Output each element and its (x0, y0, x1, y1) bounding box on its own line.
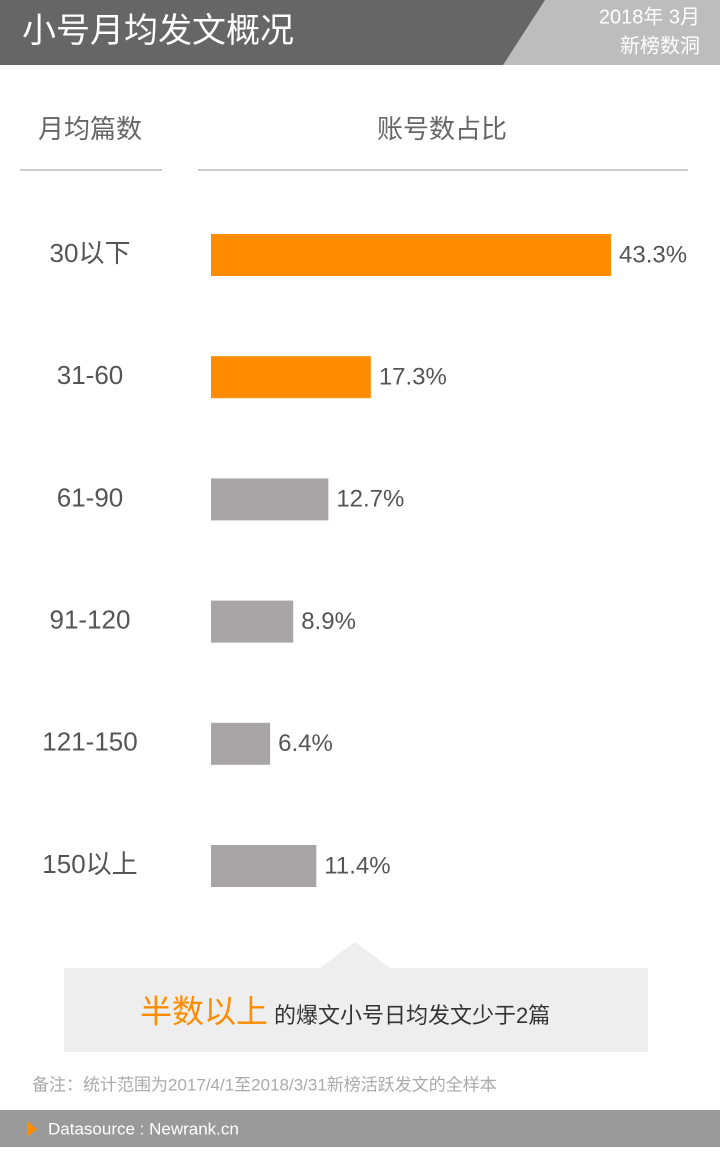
value-header: 账号数占比 (377, 114, 507, 144)
value-label: 12.7% (336, 486, 404, 513)
value-label: 43.3% (619, 241, 687, 268)
category-label: 121-150 (42, 727, 137, 757)
chart-title: 小号月均发文概况 (22, 12, 294, 50)
callout-highlight: 半数以上 (140, 993, 268, 1029)
bar (211, 600, 294, 643)
bar (211, 478, 329, 521)
note: 备注：统计范围为2017/4/1至2018/3/31新榜活跃发文的全样本 (32, 1075, 497, 1094)
category-label: 30以下 (50, 238, 131, 268)
category-label: 91-120 (50, 604, 131, 634)
callout-box (64, 968, 648, 1052)
value-label: 17.3% (379, 364, 447, 391)
date: 2018年 3月 (599, 5, 700, 28)
source: Datasource : Newrank.cn (48, 1119, 239, 1138)
category-header: 月均篇数 (38, 114, 142, 144)
category-label: 31-60 (57, 360, 124, 390)
callout-text: 的爆文小号日均发文少于2篇 (274, 1003, 550, 1028)
bar (211, 356, 371, 399)
bar (211, 845, 317, 887)
value-label: 11.4% (324, 852, 390, 879)
value-label: 6.4% (278, 730, 333, 757)
footer-icon (27, 1121, 37, 1137)
value-label: 8.9% (301, 608, 356, 635)
category-label: 61-90 (57, 482, 124, 512)
bar (211, 234, 611, 276)
callout-pointer (320, 942, 390, 968)
category-label: 150以上 (42, 849, 137, 879)
brand: 新榜数洞 (620, 34, 700, 57)
header-date-panel (503, 0, 720, 65)
footer-bar (0, 1110, 720, 1147)
bar (211, 722, 271, 765)
